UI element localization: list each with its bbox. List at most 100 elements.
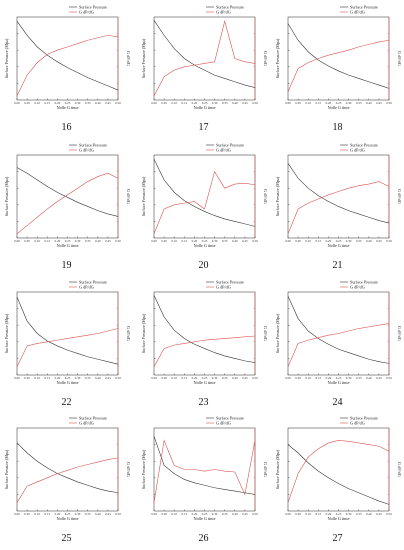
x-tick-label: 0.05: [161, 239, 167, 243]
legend-label-pressure: Surface Pressure: [216, 5, 244, 10]
x-tick-label: 0.40: [366, 512, 372, 516]
x-tick-label: 0.50: [252, 239, 258, 243]
series-line-pressure: [153, 436, 256, 495]
x-tick-label: 0.00: [285, 512, 291, 516]
legend-label-pressure: Surface Pressure: [350, 5, 378, 10]
x-tick-label: 0.30: [346, 512, 352, 516]
x-tick-label: 0.10: [171, 101, 177, 105]
x-tick-label: 0.25: [202, 101, 208, 105]
x-tick-label: 0.25: [202, 512, 208, 516]
x-tick-label: 0.30: [212, 239, 218, 243]
x-axis-title: Nolle G time: [57, 105, 79, 110]
y-axis-title-right: G dP/dG: [397, 326, 402, 341]
y-axis-title-left: Surface Pressure (Mpa): [4, 449, 9, 489]
series-line-pressure: [287, 296, 390, 364]
y-axis-title-right: G dP/dG: [263, 326, 268, 341]
x-tick-label: 0.10: [171, 239, 177, 243]
series-line-gdpdg: [16, 172, 119, 235]
x-tick-label: 0.20: [192, 239, 198, 243]
x-tick-label: 0.35: [85, 376, 91, 380]
x-tick-label: 0.05: [24, 239, 30, 243]
legend-label-pressure: Surface Pressure: [79, 5, 107, 10]
x-tick-label: 0.35: [356, 239, 362, 243]
x-tick-label: 0.45: [105, 101, 111, 105]
x-tick-label: 0.45: [376, 239, 382, 243]
y-axis-title-left: Surface Pressure (Mpa): [275, 449, 280, 489]
x-tick-label: 0.30: [75, 101, 81, 105]
y-axis-title-right: G dP/dG: [126, 462, 131, 477]
x-tick-label: 0.40: [366, 239, 372, 243]
x-axis-title: Nolle G time: [328, 105, 350, 110]
x-tick-label: 0.25: [65, 101, 71, 105]
series-line-pressure: [287, 163, 390, 224]
x-tick-label: 0.15: [316, 376, 322, 380]
x-tick-label: 0.05: [24, 376, 30, 380]
x-tick-label: 0.50: [115, 512, 121, 516]
x-tick-label: 0.25: [336, 239, 342, 243]
series-line-gdpdg: [153, 439, 256, 503]
plot-frame: [16, 427, 119, 512]
x-axis-title: Nolle G time: [57, 516, 79, 521]
x-tick-label: 0.05: [24, 512, 30, 516]
x-tick-label: 0.30: [212, 376, 218, 380]
y-axis-title-right: G dP/dG: [263, 51, 268, 66]
y-axis-title-left: Surface Pressure (Mpa): [275, 176, 280, 216]
x-tick-label: 0.50: [115, 101, 121, 105]
y-axis-title-right: G dP/dG: [397, 462, 402, 477]
x-axis-title: Nolle G time: [57, 380, 79, 385]
x-tick-label: 0.20: [326, 101, 332, 105]
x-tick-label: 0.40: [95, 376, 101, 380]
legend-label-gdpdg: G dP/dG: [79, 10, 94, 15]
legend-label-pressure: Surface Pressure: [350, 143, 378, 148]
x-axis-title: Nolle G time: [328, 243, 350, 248]
panel-number: 24: [333, 397, 343, 408]
x-tick-label: 0.20: [326, 376, 332, 380]
x-tick-label: 0.05: [161, 512, 167, 516]
legend-label-gdpdg: G dP/dG: [216, 285, 231, 290]
y-axis-title-left: Surface Pressure (Mpa): [4, 176, 9, 216]
x-tick-label: 0.50: [252, 512, 258, 516]
panel-number: 17: [199, 122, 209, 133]
x-tick-label: 0.15: [182, 239, 188, 243]
x-tick-label: 0.25: [65, 512, 71, 516]
x-tick-label: 0.40: [366, 376, 372, 380]
series-line-gdpdg: [287, 181, 390, 234]
plot-frame: [287, 154, 390, 239]
legend-label-gdpdg: G dP/dG: [350, 421, 365, 426]
x-tick-label: 0.00: [285, 239, 291, 243]
x-tick-label: 0.15: [45, 101, 51, 105]
x-tick-label: 0.05: [295, 512, 301, 516]
legend-label-gdpdg: G dP/dG: [350, 285, 365, 290]
x-tick-label: 0.30: [346, 239, 352, 243]
y-axis-title-left: Surface Pressure (Mpa): [275, 38, 280, 78]
x-tick-label: 0.10: [305, 512, 311, 516]
series-line-pressure: [16, 167, 119, 217]
x-tick-label: 0.00: [14, 101, 20, 105]
legend-label-pressure: Surface Pressure: [216, 280, 244, 285]
y-axis-title-right: G dP/dG: [126, 189, 131, 204]
y-axis-title-left: Surface Pressure (Mpa): [4, 38, 9, 78]
legend-label-gdpdg: G dP/dG: [79, 285, 94, 290]
x-tick-label: 0.35: [222, 376, 228, 380]
x-tick-label: 0.50: [386, 101, 392, 105]
y-axis-title-right: G dP/dG: [263, 462, 268, 477]
legend-label-pressure: Surface Pressure: [350, 416, 378, 421]
x-tick-label: 0.20: [326, 512, 332, 516]
y-axis-title-right: G dP/dG: [263, 189, 268, 204]
y-axis-title-right: G dP/dG: [397, 189, 402, 204]
x-tick-label: 0.40: [95, 101, 101, 105]
x-axis-title: Nolle G time: [194, 105, 216, 110]
x-tick-label: 0.10: [34, 239, 40, 243]
series-line-pressure: [153, 159, 256, 227]
x-tick-label: 0.10: [34, 512, 40, 516]
y-axis-title-right: G dP/dG: [126, 326, 131, 341]
x-tick-label: 0.20: [55, 376, 61, 380]
x-axis-title: Nolle G time: [194, 516, 216, 521]
plot-frame: [16, 154, 119, 239]
x-tick-label: 0.25: [202, 239, 208, 243]
x-tick-label: 0.20: [55, 101, 61, 105]
